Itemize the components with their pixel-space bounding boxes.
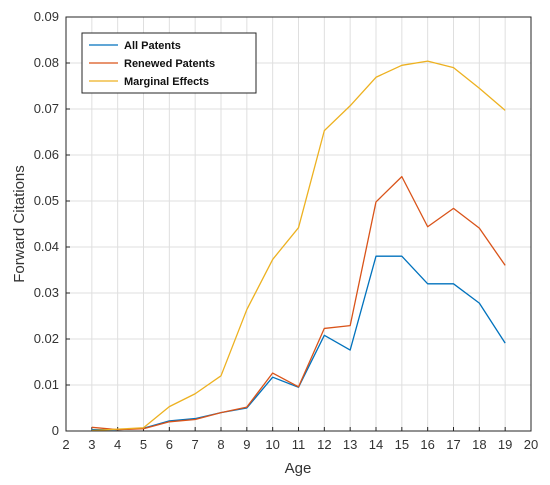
x-tick-label: 20 — [524, 437, 538, 452]
x-tick-label: 4 — [114, 437, 121, 452]
x-tick-label: 2 — [62, 437, 69, 452]
x-tick-label: 9 — [243, 437, 250, 452]
x-tick-label: 8 — [217, 437, 224, 452]
y-tick-label: 0.05 — [34, 193, 59, 208]
y-tick-label: 0.07 — [34, 101, 59, 116]
x-tick-label: 17 — [446, 437, 460, 452]
x-tick-label: 5 — [140, 437, 147, 452]
series-line-renewed-patents — [91, 175, 506, 431]
x-tick-label: 15 — [395, 437, 409, 452]
plot-frame — [65, 16, 532, 432]
x-axis-title: Age — [285, 460, 312, 477]
x-tick-label: 14 — [369, 437, 383, 452]
legend: All Patents Renewed Patents Marginal Effec… — [81, 32, 257, 94]
x-tick-label: 12 — [317, 437, 331, 452]
y-tick-label: 0.04 — [34, 239, 59, 254]
y-axis-title: Forward Citations — [11, 165, 28, 283]
y-tick-label: 0.08 — [34, 55, 59, 70]
y-tick-label: 0.03 — [34, 285, 59, 300]
y-tick-label: 0 — [52, 423, 59, 438]
x-tick-label: 13 — [343, 437, 357, 452]
x-tick-label: 3 — [88, 437, 95, 452]
series-lines — [91, 60, 506, 432]
x-tick-label: 10 — [265, 437, 279, 452]
tick-labels: 2 3 4 5 6 7 8 9 10 11 12 13 14 15 16 17 18 19 20 0 0.01 0.02 0… — [34, 9, 539, 452]
x-tick-label: 6 — [166, 437, 173, 452]
series-line-marginal-effects — [91, 60, 506, 432]
x-tick-label: 16 — [420, 437, 434, 452]
y-tick-label: 0.01 — [34, 377, 59, 392]
y-tick-label: 0.09 — [34, 9, 59, 24]
y-tick-label: 0.02 — [34, 331, 59, 346]
x-tick-label: 7 — [192, 437, 199, 452]
legend-label-renewed-patents: Renewed Patents — [124, 58, 215, 70]
x-tick-label: 11 — [292, 437, 306, 452]
y-tick-label: 0.06 — [34, 147, 59, 162]
x-tick-label: 19 — [498, 437, 512, 452]
legend-label-all-patents: All Patents — [124, 40, 181, 52]
x-tick-label: 18 — [472, 437, 486, 452]
legend-label-marginal-effects: Marginal Effects — [124, 76, 209, 88]
